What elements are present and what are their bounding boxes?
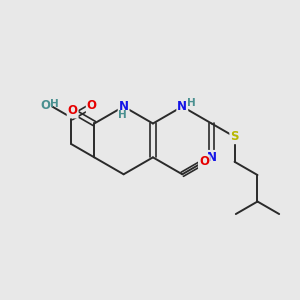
Text: S: S — [230, 130, 239, 143]
Text: H: H — [187, 98, 196, 108]
Text: N: N — [207, 151, 217, 164]
Text: O: O — [87, 99, 97, 112]
Text: N: N — [118, 100, 129, 113]
Text: H: H — [118, 110, 127, 120]
Text: H: H — [50, 99, 58, 110]
Text: O: O — [199, 155, 209, 168]
Text: O: O — [68, 104, 78, 118]
Text: O: O — [40, 99, 51, 112]
Text: N: N — [177, 100, 187, 113]
